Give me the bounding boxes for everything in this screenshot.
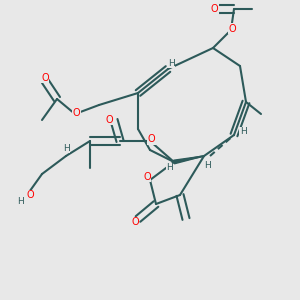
Text: O: O — [148, 134, 155, 145]
Polygon shape — [174, 156, 204, 164]
Text: O: O — [143, 172, 151, 182]
Text: O: O — [41, 73, 49, 83]
Text: H: H — [204, 160, 210, 169]
Text: H: H — [18, 196, 24, 206]
Text: H: H — [166, 164, 173, 172]
Text: O: O — [73, 107, 80, 118]
Text: H: H — [63, 144, 69, 153]
Text: O: O — [106, 115, 113, 125]
Text: O: O — [211, 4, 218, 14]
Text: H: H — [240, 128, 246, 136]
Text: O: O — [131, 217, 139, 227]
Text: H: H — [168, 58, 174, 68]
Text: O: O — [26, 190, 34, 200]
Text: O: O — [229, 23, 236, 34]
